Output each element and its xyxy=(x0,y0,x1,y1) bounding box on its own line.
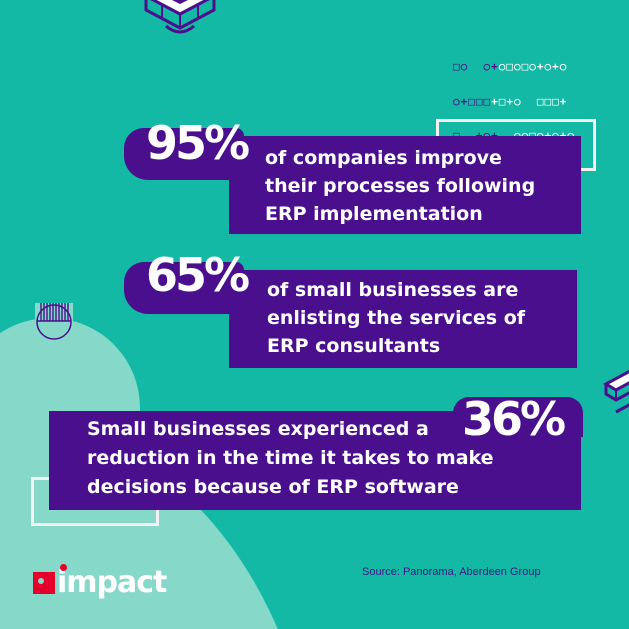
stat-3-percent: 36% xyxy=(462,392,566,446)
stat-box-1: of companies improve their processes fol… xyxy=(229,136,581,234)
stat-2-line-3: ERP consultants xyxy=(267,335,441,357)
impact-logo: impact xyxy=(33,564,167,600)
stat-1-line-1: of companies improve xyxy=(265,147,502,169)
stat-1-line-3: ERP implementation xyxy=(265,203,483,225)
percent-shadow-3 xyxy=(453,397,583,437)
percent-shadow-1 xyxy=(124,128,244,180)
stat-2-line-2: enlisting the services of xyxy=(267,307,526,329)
stat-1-percent: 95% xyxy=(146,116,250,170)
stat-1-line-2: their processes following xyxy=(265,175,536,197)
source-citation: Source: Panorama, Aberdeen Group xyxy=(362,566,541,578)
impact-logo-mark-icon xyxy=(33,572,55,594)
stat-2-line-1: of small businesses are xyxy=(267,279,519,301)
logo-dot-icon xyxy=(60,564,67,571)
logo-text: impact xyxy=(57,565,167,600)
stat-3-line-1: Small businesses experienced a xyxy=(87,418,429,440)
stat-box-2: of small businesses are enlisting the se… xyxy=(229,270,577,368)
isometric-arrow-icon xyxy=(602,369,629,414)
stat-box-3: Small businesses experienced a reduction… xyxy=(49,411,581,510)
stat-3-line-2: reduction in the time it takes to make xyxy=(87,447,494,469)
stat-2-percent: 65% xyxy=(146,248,250,302)
isometric-box-icon xyxy=(144,0,216,34)
striped-half-circle-icon xyxy=(35,303,73,340)
stat-3-line-3: decisions because of ERP software xyxy=(87,476,459,498)
percent-shadow-2 xyxy=(124,262,244,314)
